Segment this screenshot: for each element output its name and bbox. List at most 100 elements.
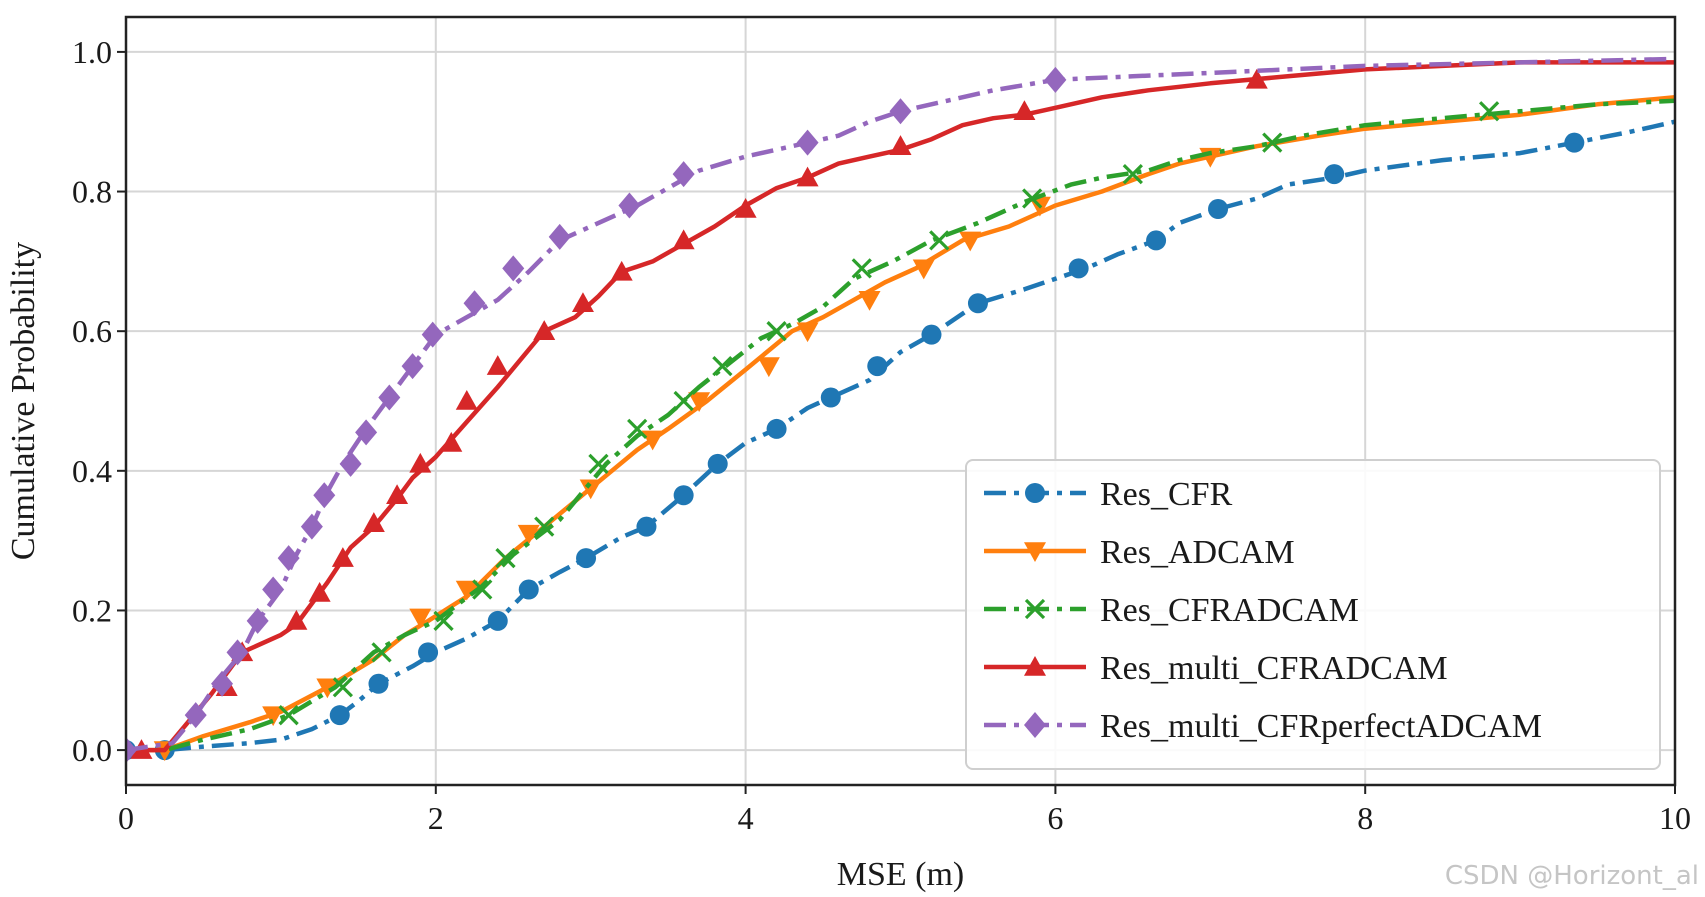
data-point (673, 485, 694, 506)
data-point (851, 258, 872, 279)
legend-marker (1024, 542, 1046, 562)
data-point (433, 610, 454, 632)
legend-marker (1025, 483, 1045, 503)
data-point (921, 324, 942, 345)
data-point (757, 357, 780, 378)
legend-item: Res_multi_CFRperfectADCAM (984, 708, 1542, 745)
data-point (487, 610, 508, 631)
x-tick-label: 8 (1357, 800, 1373, 836)
data-point (418, 642, 439, 663)
data-point (246, 607, 269, 634)
data-point (548, 223, 571, 250)
series-Res_CFR (126, 119, 1675, 761)
data-point (672, 161, 695, 188)
data-point (1564, 132, 1585, 153)
legend: Res_CFR Res_ADCAM Res_CFRADCAM Res_multi_CF… (965, 459, 1661, 770)
data-point (386, 484, 409, 505)
series-line (126, 119, 1675, 753)
data-point (889, 135, 912, 155)
data-point (285, 609, 308, 630)
data-point (308, 582, 331, 602)
data-point (576, 548, 597, 569)
data-point (378, 384, 401, 411)
data-point (618, 192, 641, 219)
data-point (571, 292, 594, 313)
x-axis-label: MSE (m) (837, 856, 965, 893)
legend-label: Res_multi_CFRADCAM (1100, 650, 1448, 687)
legend-marker (1024, 656, 1046, 676)
data-point (610, 260, 633, 281)
legend-box (965, 459, 1661, 770)
data-point (820, 387, 841, 408)
y-tick-label: 0.2 (72, 592, 112, 628)
data-point (929, 230, 950, 251)
data-point (455, 580, 478, 601)
y-axis-label: Cumulative Probability (5, 242, 42, 560)
data-point (1122, 163, 1143, 185)
data-point (262, 576, 285, 603)
data-point (313, 482, 336, 509)
data-point (1478, 101, 1500, 122)
legend-label: Res_CFR (1100, 476, 1233, 513)
data-point (627, 418, 648, 440)
legend-label: Res_multi_CFRperfectADCAM (1100, 708, 1542, 745)
data-point (858, 290, 881, 311)
legend-item: Res_ADCAM (984, 534, 1295, 571)
data-point (517, 524, 540, 545)
data-point (1022, 188, 1043, 209)
data-point (766, 418, 787, 439)
data-point (533, 320, 556, 340)
data-point (959, 231, 982, 252)
data-point (368, 673, 389, 694)
data-point (401, 353, 424, 380)
data-point (339, 450, 362, 477)
data-point (867, 356, 888, 377)
series-Res_CFRADCAM (126, 98, 1675, 753)
data-point (579, 479, 602, 500)
data-point (226, 639, 249, 666)
data-point (300, 513, 323, 540)
data-point (518, 579, 539, 600)
legend-item: Res_multi_CFRADCAM (984, 650, 1448, 687)
data-point (362, 512, 385, 532)
legend-item: Res_CFRADCAM (984, 592, 1359, 629)
series-line (126, 98, 1675, 753)
watermark: CSDN @Horizont_al (1444, 861, 1699, 891)
data-point (1044, 66, 1067, 93)
data-point (332, 677, 353, 698)
data-point (1208, 199, 1229, 219)
y-tick-label: 0.4 (72, 453, 112, 489)
data-point (673, 390, 694, 412)
data-point (912, 259, 935, 280)
data-point (126, 737, 137, 764)
data-point (409, 452, 432, 473)
y-tick-label: 0.6 (72, 313, 112, 349)
data-point (688, 392, 711, 412)
data-point (588, 453, 609, 474)
data-point (278, 705, 299, 726)
data-point (796, 166, 819, 187)
legend-label: Res_CFRADCAM (1100, 592, 1359, 629)
legend-marker (1024, 712, 1046, 738)
x-tick-label: 10 (1659, 800, 1691, 836)
data-point (502, 255, 525, 282)
data-point (534, 516, 555, 537)
data-point (371, 642, 392, 663)
data-point (889, 98, 912, 125)
data-point (277, 545, 300, 572)
plot-frame (124, 15, 1677, 787)
data-point (409, 608, 432, 629)
data-point (967, 293, 988, 314)
y-tick-label: 1.0 (72, 34, 112, 70)
y-tick-label: 0.8 (72, 174, 112, 210)
data-point (641, 430, 664, 451)
data-point (766, 321, 787, 342)
data-point (211, 670, 234, 697)
data-point (331, 547, 354, 567)
data-point (1262, 132, 1283, 153)
data-point (1324, 164, 1345, 185)
data-point (1146, 230, 1167, 251)
data-point (734, 198, 757, 218)
series-Res_multi_CFRperfectADCAM (126, 56, 1675, 764)
axis-ticks: 0 2 4 6 8 10 0.0 0.2 0.4 0.6 0.8 1.0 (72, 34, 1691, 836)
